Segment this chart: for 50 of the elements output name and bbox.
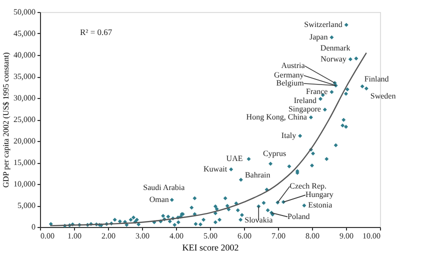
x-tick-label: 2.00 [102,232,116,240]
x-tick-label: 4.00 [170,232,184,240]
y-tick-label: 45,000 [14,29,36,38]
annotation: Hungary [305,190,334,200]
annotation: France [306,86,328,96]
annotation: Italy [281,130,296,140]
annotation: Norway [320,54,346,64]
annotation: Finland [364,74,389,84]
x-tick-label: 10.00 [362,232,380,240]
x-tick-label: 0.00 [40,232,54,240]
y-tick-label: 5,000 [18,201,36,210]
x-tick-label: 5.00 [204,232,218,240]
annotation: Czech Rep. [290,181,327,190]
annotation: Denmark [320,43,350,52]
annotation: Estonia [308,200,333,210]
x-tick-label: 6.00 [238,232,252,240]
annotation: Sweden [370,92,396,101]
x-tick-label: 1.00 [68,232,82,240]
y-tick-label: 30,000 [14,94,36,102]
y-tick-label: 25,000 [14,115,36,124]
y-tick-label: 40,000 [14,50,36,60]
annotation: R² = 0.67 [80,27,112,37]
annotation: Switzerland [304,20,342,29]
x-tick-label: 7.00 [272,232,286,240]
y-tick-label: 0 [32,222,36,232]
x-tick-label: 8.00 [306,232,320,240]
x-tick-label: 9.00 [340,232,354,240]
annotation: Poland [288,212,310,221]
annotation: UAE [226,154,243,164]
annotation: Bahrain [244,170,270,180]
y-tick-label: 50,000 [14,8,36,16]
annotation: Ireland [294,96,316,105]
x-tick-label: 3.00 [136,232,150,240]
y-tick-label: 35,000 [14,72,36,81]
annotation: Kuwait [204,164,228,174]
annotation: Cyprus [262,148,286,158]
x-axis-title: KEI score 2002 [182,242,239,252]
annotation: Oman [149,194,169,204]
annotation: Saudi Arabia [143,183,186,192]
annotation: Austria [281,60,306,70]
annotation: Slovakia [244,215,274,224]
y-axis-title: GDP per capita 2002 (US$ 1995 constant) [2,52,10,188]
annotation: Hong Kong, China [246,112,308,122]
annotation: Singapore [288,104,322,114]
annotation: Germany [274,70,304,80]
y-tick-label: 20,000 [14,136,36,146]
annotation: Japan [310,32,328,42]
y-tick-label: 10,000 [14,180,36,188]
annotation: Belgium [276,78,305,88]
y-tick-label: 15,000 [14,158,36,167]
